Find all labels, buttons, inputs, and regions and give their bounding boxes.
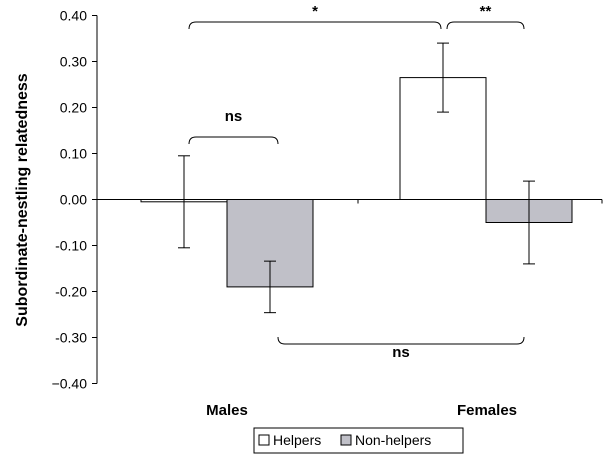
legend-swatch-helpers <box>258 434 270 446</box>
error-bars <box>178 42 535 314</box>
significance-bracket <box>446 21 525 30</box>
y-tick-label: −0.40 <box>52 376 88 392</box>
y-tick-label: 0.30 <box>60 54 87 70</box>
y-tick-labels: 0.40 0.30 0.20 0.10 0.00 -0.10 -0.20 -0.30 −0.40 <box>52 8 88 392</box>
y-tick-label: 0.20 <box>60 100 87 116</box>
significance-label: ns <box>225 108 243 125</box>
legend-label-non-helpers: Non-helpers <box>355 432 431 448</box>
legend: Helpers Non-helpers <box>253 427 464 454</box>
y-tick-label: 0.10 <box>60 146 87 162</box>
category-label-males: Males <box>206 402 248 419</box>
significance-label: ** <box>480 3 492 20</box>
significance-bracket <box>188 136 279 145</box>
y-tick-label: -0.20 <box>55 284 87 300</box>
significance-bracket <box>277 336 525 345</box>
y-tick-label: -0.30 <box>55 330 87 346</box>
significance-bracket <box>188 21 442 30</box>
significance-label: ns <box>392 344 410 361</box>
legend-swatch-non-helpers <box>340 434 352 446</box>
bars <box>140 77 573 288</box>
y-axis-title: Subordinate-nestling relatedness <box>14 73 31 326</box>
y-tick-label: 0.00 <box>60 192 87 208</box>
category-label-females: Females <box>457 402 517 419</box>
significance-label: * <box>312 3 318 20</box>
legend-box <box>253 427 464 454</box>
y-tick-label: -0.10 <box>55 238 87 254</box>
significance-brackets: ns* **ns <box>188 3 525 361</box>
y-tick-label: 0.40 <box>60 8 87 24</box>
legend-label-helpers: Helpers <box>273 432 321 448</box>
category-labels: Males Females <box>206 402 517 419</box>
